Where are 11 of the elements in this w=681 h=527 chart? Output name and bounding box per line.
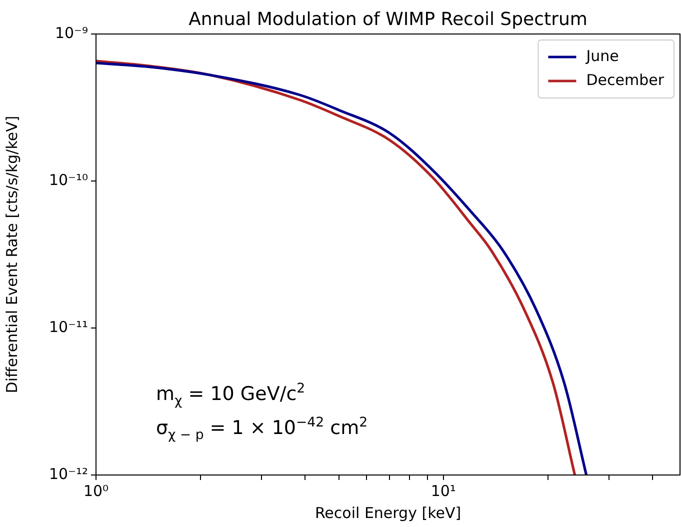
- chart-title: Annual Modulation of WIMP Recoil Spectrum: [188, 9, 588, 30]
- y-tick-label: 10⁻¹⁰: [48, 170, 88, 189]
- x-tick-label: 10¹: [430, 482, 456, 500]
- legend-label: December: [586, 70, 665, 89]
- x-axis-title: Recoil Energy [keV]: [314, 504, 462, 522]
- y-tick-label: 10⁻¹¹: [48, 318, 88, 336]
- y-tick-label: 10⁻¹²: [48, 464, 88, 483]
- y-axis-title: Differential Event Rate [cts/s/kg/keV]: [2, 116, 21, 394]
- x-tick-label: 10⁰: [83, 482, 109, 500]
- y-tick-label: 10⁻⁹: [54, 24, 88, 42]
- legend-label: June: [585, 46, 619, 65]
